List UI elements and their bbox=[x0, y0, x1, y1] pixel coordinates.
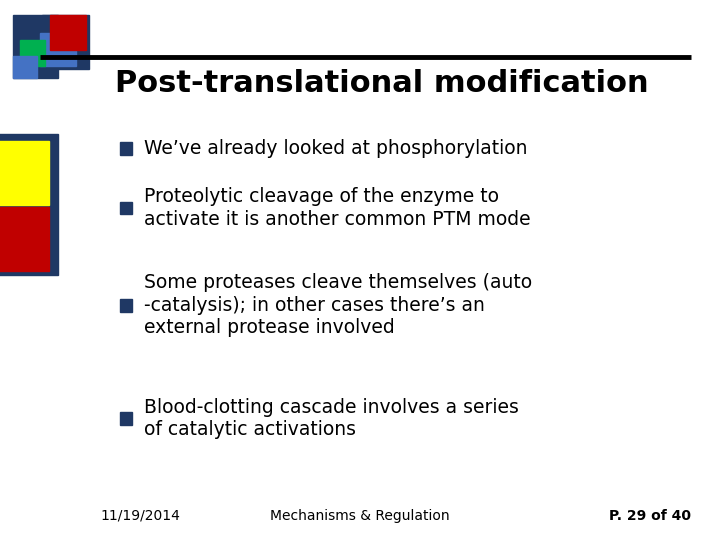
Bar bbox=[120, 299, 132, 312]
Bar bbox=[0, 141, 49, 205]
Bar bbox=[0, 207, 49, 271]
Text: Proteolytic cleavage of the enzyme to
activate it is another common PTM mode: Proteolytic cleavage of the enzyme to ac… bbox=[144, 187, 531, 229]
Text: Post-translational modification: Post-translational modification bbox=[114, 69, 649, 98]
Text: P. 29 of 40: P. 29 of 40 bbox=[609, 509, 691, 523]
Bar bbox=[120, 412, 132, 425]
Text: Blood-clotting cascade involves a series
of catalytic activations: Blood-clotting cascade involves a series… bbox=[144, 397, 519, 440]
Text: We’ve already looked at phosphorylation: We’ve already looked at phosphorylation bbox=[144, 139, 528, 158]
Bar bbox=[13, 56, 37, 78]
Bar bbox=[120, 142, 132, 155]
Bar bbox=[0, 134, 58, 275]
Text: 11/19/2014: 11/19/2014 bbox=[101, 509, 181, 523]
Bar bbox=[42, 15, 89, 69]
Bar bbox=[20, 40, 45, 66]
Bar bbox=[120, 201, 132, 214]
Bar bbox=[13, 15, 58, 78]
Text: Mechanisms & Regulation: Mechanisms & Regulation bbox=[270, 509, 450, 523]
Text: Some proteases cleave themselves (auto
-catalysis); in other cases there’s an
ex: Some proteases cleave themselves (auto -… bbox=[144, 273, 532, 338]
Bar bbox=[40, 33, 76, 66]
Bar bbox=[50, 15, 86, 50]
